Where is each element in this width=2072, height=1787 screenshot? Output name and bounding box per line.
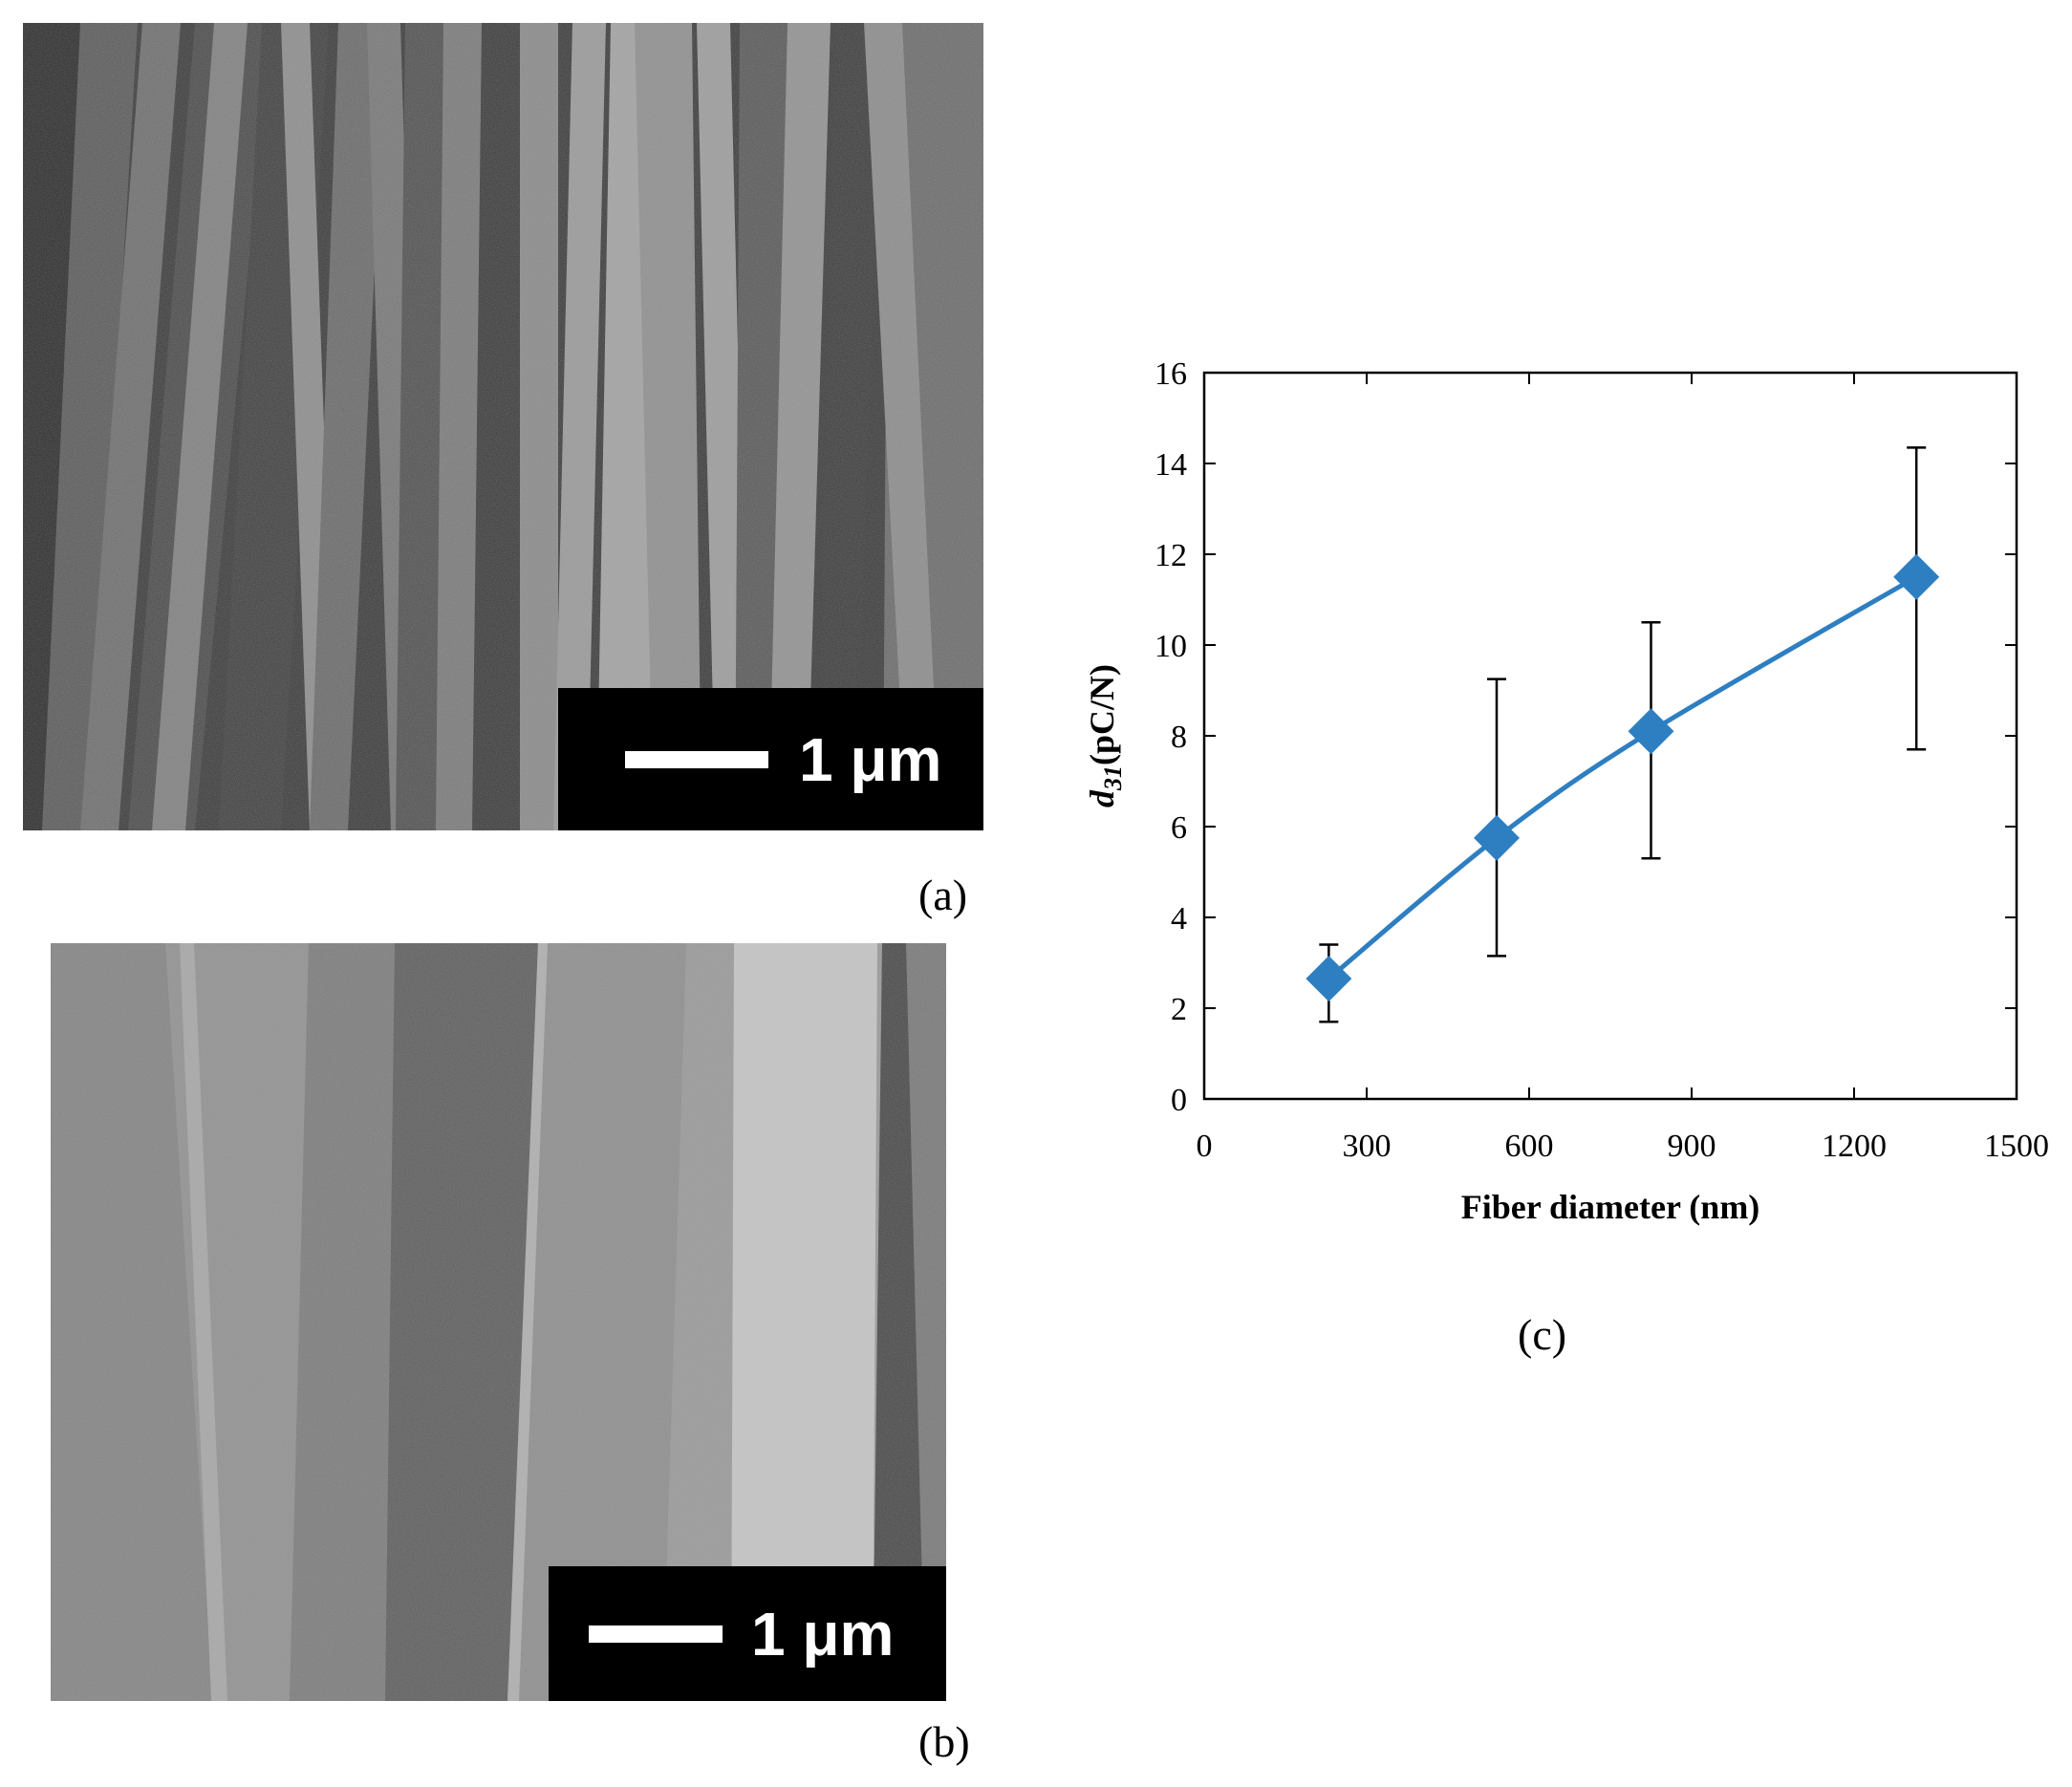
y-axis-label-subscript: 31 <box>1099 765 1127 791</box>
scale-bar-text-a: 1 μm <box>799 724 942 794</box>
y-tick-label: 14 <box>1155 447 1187 483</box>
scale-bar-line-a <box>625 750 768 768</box>
data-point-diamond <box>1893 553 1940 600</box>
sem-image-b: 1 μm <box>51 943 946 1701</box>
data-point-diamond <box>1628 708 1674 755</box>
y-axis-label: d31(pC/N) <box>1083 664 1127 807</box>
y-tick-label: 2 <box>1171 992 1187 1027</box>
y-tick-label: 10 <box>1155 629 1187 664</box>
x-tick-label: 1500 <box>1984 1129 2049 1164</box>
scale-bar-text-b: 1 μm <box>751 1599 895 1669</box>
sem-fibers-b <box>51 943 946 1701</box>
x-tick-label: 900 <box>1668 1129 1716 1164</box>
panel-label-a: (a) <box>918 871 968 919</box>
x-axis-label: Fiber diameter (nm) <box>1461 1188 1760 1226</box>
y-tick-label: 12 <box>1155 538 1187 573</box>
series-line <box>1327 574 1918 981</box>
chart-svg: 0 2 4 6 8 10 12 14 16 0 300 600 900 1200 1500 Fiber dia… <box>1083 356 2049 1226</box>
y-tick-label: 0 <box>1171 1083 1187 1118</box>
panel-label-c: (c) <box>1518 1310 1567 1359</box>
y-axis-label-main: d <box>1083 789 1121 807</box>
scale-bar-a: 1 μm <box>558 688 983 830</box>
x-tick-label: 1200 <box>1822 1129 1887 1164</box>
data-point-diamond <box>1474 814 1520 861</box>
sem-image-a: 1 μm <box>23 23 983 830</box>
y-tick-label: 8 <box>1171 720 1187 755</box>
x-tick-label: 600 <box>1505 1129 1554 1164</box>
scale-bar-b: 1 μm <box>549 1566 946 1701</box>
y-tick-label: 16 <box>1155 356 1187 392</box>
y-axis-label-unit: (pC/N) <box>1083 664 1121 765</box>
x-tick-label: 0 <box>1197 1129 1213 1164</box>
y-tick-label: 4 <box>1171 901 1187 937</box>
panel-label-b: (b) <box>918 1717 970 1766</box>
x-tick-label: 300 <box>1343 1129 1392 1164</box>
d31-chart: 0 2 4 6 8 10 12 14 16 0 300 600 900 1200 1500 Fiber dia… <box>1051 344 2072 1285</box>
data-point-diamond <box>1306 956 1352 1002</box>
scale-bar-line-b <box>589 1625 723 1643</box>
y-tick-label: 6 <box>1171 810 1187 846</box>
